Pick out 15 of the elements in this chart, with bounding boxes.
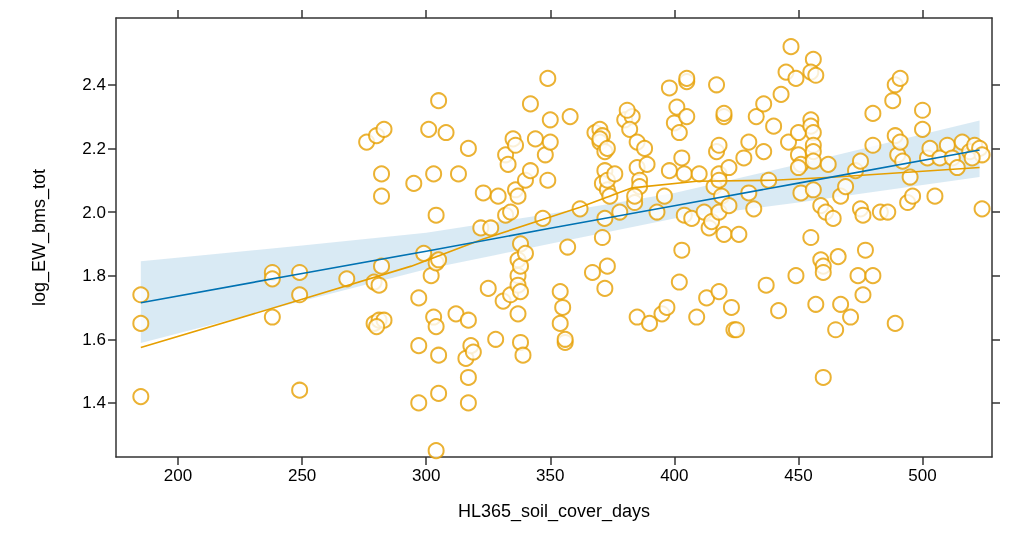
x-tick-label: 450 — [784, 466, 813, 485]
y-tick-label: 1.4 — [82, 393, 106, 413]
x-axis-title: HL365_soil_cover_days — [457, 501, 651, 522]
y-tick-label: 2.4 — [82, 75, 106, 95]
x-tick-label: 300 — [412, 466, 441, 485]
x-tick-label: 200 — [163, 466, 193, 485]
y-tick-label: 2.0 — [82, 202, 106, 222]
x-tick-label: 350 — [536, 466, 565, 485]
y-tick-label: 1.6 — [82, 329, 106, 349]
x-tick-label: 400 — [660, 466, 689, 485]
y-tick-label: 2.2 — [82, 138, 106, 158]
y-tick-label: 1.8 — [82, 266, 106, 286]
x-tick-label: 500 — [908, 466, 937, 485]
y-axis-title: log_EW_bms_tot — [29, 168, 50, 307]
x-tick-label: 250 — [287, 466, 317, 485]
